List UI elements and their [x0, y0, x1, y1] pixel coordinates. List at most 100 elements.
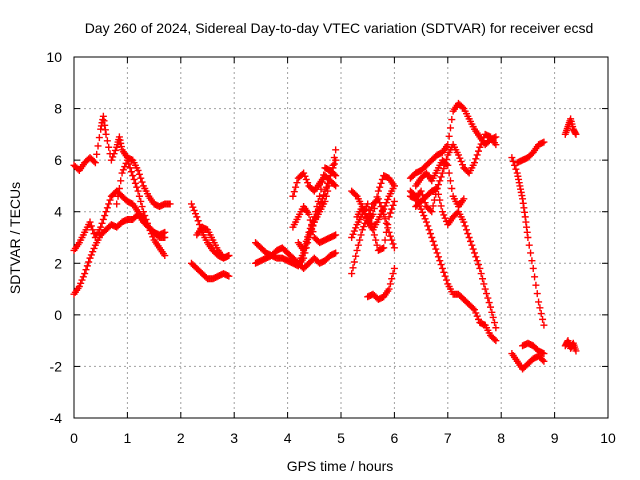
data-point: [476, 264, 484, 272]
data-point: [332, 182, 340, 190]
data-point: [410, 191, 418, 199]
y-tick-label: 6: [54, 152, 62, 168]
x-tick-labels: 0 1 2 3 4 5 6 7 8 9 10: [70, 430, 616, 446]
data-point: [527, 249, 535, 257]
data-point: [417, 187, 425, 195]
data-point: [161, 228, 169, 236]
data-point: [479, 275, 487, 283]
data-point: [448, 185, 456, 193]
data-point: [138, 203, 146, 211]
data-point: [390, 182, 398, 190]
data-point: [362, 214, 370, 222]
data-point: [308, 221, 316, 229]
data-point: [142, 215, 150, 223]
data-point: [572, 347, 580, 355]
data-point: [412, 192, 420, 200]
data-point: [479, 137, 487, 145]
data-point: [302, 237, 310, 245]
data-point: [349, 230, 357, 238]
data-point: [461, 222, 469, 230]
data-point: [480, 280, 488, 288]
data-point: [103, 204, 111, 212]
data-point: [491, 319, 499, 327]
data-point: [301, 172, 309, 180]
data-point: [460, 195, 468, 203]
data-point: [417, 205, 425, 213]
data-point: [487, 303, 495, 311]
data-point: [300, 246, 308, 254]
data-point: [529, 264, 537, 272]
data-point: [437, 261, 445, 269]
x-tick-label: 8: [497, 430, 505, 446]
data-point: [508, 154, 516, 162]
data-point: [77, 279, 85, 287]
series-arc-19: [406, 99, 500, 182]
data-point: [358, 226, 366, 234]
data-point: [374, 195, 382, 203]
data-point: [432, 245, 440, 253]
data-point: [304, 179, 312, 187]
data-point: [385, 285, 393, 293]
data-point: [390, 264, 398, 272]
data-point: [93, 150, 101, 158]
data-point: [442, 160, 450, 168]
data-point: [101, 212, 109, 220]
data-point: [429, 202, 437, 210]
data-point: [376, 199, 384, 207]
data-point: [381, 202, 389, 210]
data-point: [473, 312, 481, 320]
data-point: [481, 285, 489, 293]
data-point: [491, 335, 499, 343]
data-point: [438, 264, 446, 272]
data-point: [442, 276, 450, 284]
data-point: [105, 200, 113, 208]
data-point: [330, 160, 338, 168]
data-point: [357, 231, 365, 239]
series-arc-23: [412, 156, 468, 211]
data-point: [190, 206, 198, 214]
data-point: [75, 282, 83, 290]
data-point: [102, 208, 110, 216]
x-tick-label: 3: [230, 430, 238, 446]
data-point: [356, 236, 364, 244]
data-point: [113, 200, 121, 208]
data-point: [189, 203, 197, 211]
y-tick-label: -2: [50, 358, 63, 374]
x-tick-label: 10: [600, 430, 616, 446]
data-point: [147, 230, 155, 238]
data-point: [429, 237, 437, 245]
data-point: [166, 200, 174, 208]
data-point: [89, 226, 97, 234]
data-point: [382, 228, 390, 236]
data-point: [109, 153, 117, 161]
data-point: [350, 227, 358, 235]
data-point: [444, 161, 452, 169]
series-arc-6: [187, 259, 233, 283]
data-point: [81, 270, 89, 278]
series-arc-17: [353, 182, 398, 234]
data-point: [354, 241, 362, 249]
data-point: [421, 215, 429, 223]
data-point: [445, 132, 453, 140]
data-point: [457, 157, 465, 165]
y-tick-label: 0: [54, 307, 62, 323]
x-axis-label: GPS time / hours: [287, 458, 394, 474]
data-point: [90, 244, 98, 252]
data-point: [469, 304, 477, 312]
data-point: [111, 146, 119, 154]
series-arc-2: [70, 210, 169, 298]
data-point: [428, 234, 436, 241]
data-point: [488, 308, 496, 316]
data-point: [492, 337, 500, 345]
data-point: [540, 350, 548, 358]
data-point: [373, 241, 381, 249]
data-point: [332, 231, 340, 239]
data-point: [107, 156, 115, 164]
data-point: [91, 159, 99, 167]
data-point: [472, 309, 480, 317]
data-point: [381, 236, 389, 244]
data-point: [141, 212, 149, 220]
data-point: [370, 231, 378, 239]
series-arc-5: [187, 200, 233, 262]
data-point: [376, 183, 384, 191]
